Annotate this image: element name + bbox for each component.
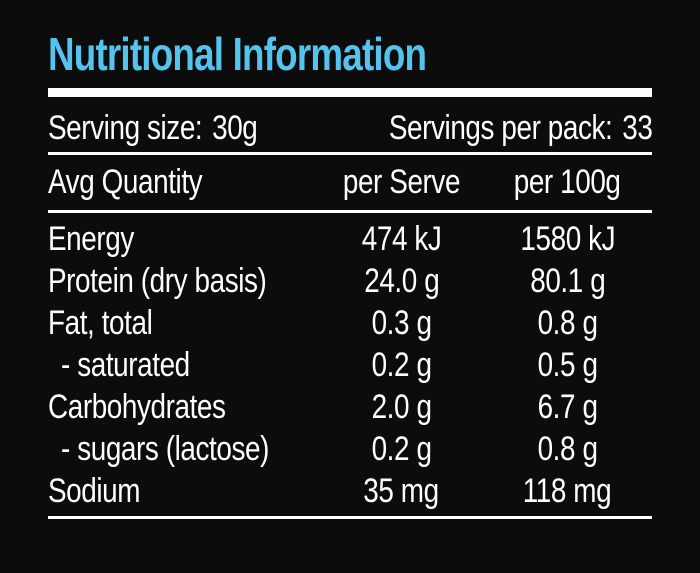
- value-per-100g: 1580 kJ: [520, 219, 615, 258]
- column-header-quantity: Avg Quantity: [48, 163, 203, 201]
- table-row: Carbohydrates 2.0 g 6.7 g: [48, 386, 652, 428]
- value-per-serve: 0.2 g: [371, 429, 432, 468]
- table-body: Energy 474 kJ 1580 kJ Protein (dry basis…: [48, 218, 652, 512]
- column-header-per-100g: per 100g: [514, 163, 621, 201]
- value-per-serve: 0.3 g: [371, 303, 432, 342]
- page-title: Nutritional Information: [48, 30, 652, 78]
- value-per-serve: 35 mg: [363, 471, 440, 510]
- table-row: Sodium 35 mg 118 mg: [48, 470, 652, 512]
- table-row: Fat, total 0.3 g 0.8 g: [48, 302, 652, 344]
- value-per-serve: 0.2 g: [371, 345, 432, 384]
- value-per-100g: 0.8 g: [537, 303, 598, 342]
- servings-per-pack: Servings per pack: 33: [331, 109, 652, 148]
- value-per-100g: 0.8 g: [537, 429, 598, 468]
- row-label: Fat, total: [48, 303, 153, 342]
- table-header-row: Avg Quantity per Serve per 100g: [48, 155, 652, 210]
- title-divider: [48, 88, 652, 97]
- column-header-per-serve: per Serve: [342, 163, 461, 201]
- section-divider-bottom: [48, 516, 652, 519]
- section-divider-header: [48, 210, 652, 213]
- value-per-serve: 2.0 g: [371, 387, 432, 426]
- value-per-100g: 6.7 g: [537, 387, 598, 426]
- row-label: - sugars (lactose): [61, 429, 269, 468]
- serving-size-label: Serving size:: [48, 109, 203, 147]
- servings-per-pack-label: Servings per pack:: [388, 109, 612, 147]
- value-per-serve: 474 kJ: [361, 219, 442, 258]
- page-title-text: Nutritional Information: [48, 28, 427, 80]
- row-label: Carbohydrates: [48, 387, 226, 426]
- value-per-100g: 118 mg: [523, 471, 612, 510]
- row-label: Sodium: [48, 471, 141, 510]
- value-per-serve: 24.0 g: [363, 261, 439, 300]
- row-label: - saturated: [61, 345, 190, 384]
- serving-info-row: Serving size: 30g Servings per pack: 33: [48, 105, 652, 152]
- table-row: Energy 474 kJ 1580 kJ: [48, 218, 652, 260]
- servings-per-pack-value: 33: [621, 109, 653, 147]
- table-row: - sugars (lactose) 0.2 g 0.8 g: [48, 428, 652, 470]
- value-per-100g: 0.5 g: [537, 345, 598, 384]
- table-row: - saturated 0.2 g 0.5 g: [48, 344, 652, 386]
- section-divider-top: [48, 152, 652, 155]
- serving-size-value: 30g: [212, 109, 258, 147]
- serving-size: Serving size: 30g: [48, 109, 303, 148]
- value-per-100g: 80.1 g: [529, 261, 605, 300]
- table-row: Protein (dry basis) 24.0 g 80.1 g: [48, 260, 652, 302]
- row-label: Energy: [48, 219, 134, 258]
- row-label: Protein (dry basis): [48, 261, 267, 300]
